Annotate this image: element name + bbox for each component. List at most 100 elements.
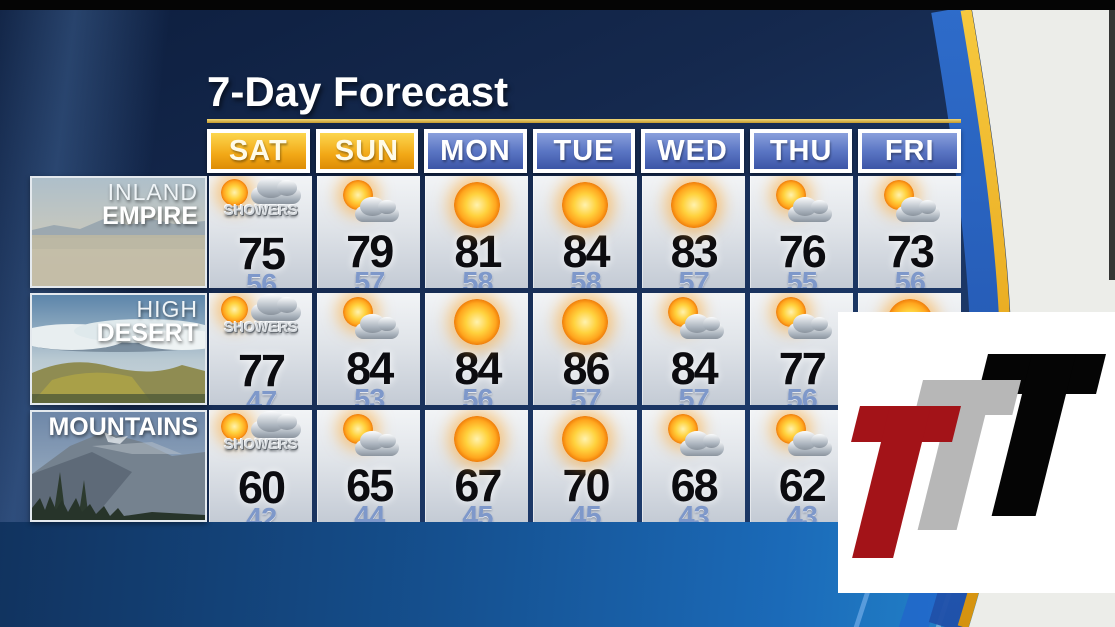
cloud-icon — [679, 430, 724, 456]
day-label: SAT — [228, 134, 288, 167]
sunny-icon — [442, 413, 512, 465]
forecast-cell-wed: 84 57 — [641, 293, 745, 405]
high-temp: 65 — [346, 460, 394, 511]
forecast-cell-sat: SHOWERS 60 42 — [209, 410, 313, 522]
day-header-thu: THU — [749, 129, 853, 173]
sun-icon — [221, 179, 249, 206]
partly-cloudy-icon — [658, 296, 730, 348]
cloud-icon — [355, 196, 400, 222]
region-label: HIGH DESERT — [97, 298, 198, 345]
partly-cloudy-icon — [333, 179, 405, 231]
cloud-icon — [251, 177, 302, 204]
low-temp: 43 — [786, 500, 818, 522]
day-header-sat: SAT — [207, 129, 310, 173]
partly-cloudy-icon — [333, 413, 405, 465]
showers-icon: SHOWERS — [213, 294, 309, 350]
showers-label: SHOWERS — [224, 436, 298, 453]
showers-icon: SHOWERS — [213, 411, 309, 467]
sun-icon — [454, 416, 501, 462]
forecast-cell-sun: 84 53 — [317, 293, 421, 405]
high-temp: 76 — [778, 226, 827, 277]
low-temp: 57 — [570, 383, 601, 405]
cloud-icon — [251, 294, 302, 321]
high-temp: 84 — [454, 343, 502, 394]
low-temp: 56 — [894, 266, 926, 288]
cloud-icon — [355, 430, 400, 456]
high-temp: 75 — [238, 228, 286, 279]
forecast-cell-tue: 86 57 — [533, 293, 637, 405]
sunny-icon — [442, 179, 512, 231]
cloud-icon — [787, 430, 832, 456]
day-header-row: SAT SUN MON TUE WED THU FRI — [207, 129, 961, 173]
forecast-cell-wed: 83 57 — [641, 176, 745, 288]
showers-label: SHOWERS — [224, 202, 298, 219]
inland-empire-photo — [32, 178, 205, 286]
sun-icon — [454, 182, 501, 228]
forecast-cell-thu: 77 56 — [749, 293, 853, 405]
low-temp: 55 — [786, 266, 818, 288]
forecast-cell-mon: 81 58 — [425, 176, 529, 288]
forecast-cell-tue: 70 45 — [533, 410, 637, 522]
partly-cloudy-icon — [766, 296, 838, 348]
day-header-tue: TUE — [532, 129, 636, 173]
low-temp: 56 — [786, 383, 818, 405]
forecast-row-inland-empire: SHOWERS 75 56 79 57 81 58 84 58 83 57 76 55 73 56 — [209, 176, 961, 288]
high-temp: 77 — [238, 345, 286, 396]
sunny-icon — [550, 179, 620, 231]
cloud-icon — [787, 196, 832, 222]
cloud-icon — [355, 313, 400, 339]
high-temp: 67 — [454, 460, 502, 511]
high-temp: 84 — [346, 343, 394, 394]
high-temp: 60 — [238, 462, 286, 513]
region-panel-high-desert: HIGH DESERT — [30, 293, 207, 405]
partly-cloudy-icon — [658, 413, 730, 465]
day-header-mon: MON — [424, 129, 527, 173]
forecast-cell-thu: 76 55 — [749, 176, 853, 288]
showers-icon: SHOWERS — [213, 177, 309, 233]
low-temp: 42 — [245, 502, 277, 522]
forecast-cell-fri: 73 56 — [857, 176, 961, 288]
high-temp: 83 — [670, 226, 719, 277]
sunny-icon — [550, 296, 620, 348]
high-temp: 86 — [562, 343, 610, 394]
day-header-sun: SUN — [315, 129, 419, 173]
low-temp: 44 — [354, 500, 385, 522]
partly-cloudy-icon — [874, 179, 946, 231]
sun-icon — [562, 416, 609, 462]
page-title: 7-Day Forecast — [207, 68, 509, 115]
region-panel-mountains: MOUNTAINS — [30, 410, 207, 522]
top-black-bar — [0, 0, 1115, 10]
high-temp: 84 — [562, 226, 610, 277]
high-temp: 84 — [670, 343, 719, 394]
region-name-line2: EMPIRE — [102, 201, 198, 230]
low-temp: 53 — [354, 383, 385, 405]
high-temp: 68 — [670, 460, 719, 511]
cloud-icon — [787, 313, 832, 339]
high-temp: 62 — [778, 460, 827, 511]
day-label: TUE — [553, 134, 615, 167]
sunny-icon — [659, 179, 729, 231]
forecast-cell-sat: SHOWERS 77 47 — [209, 293, 313, 405]
sun-icon — [562, 182, 609, 228]
mountains-photo — [32, 412, 205, 520]
forecast-cell-thu: 62 43 — [749, 410, 853, 522]
low-temp: 47 — [245, 385, 277, 405]
region-name-line2: DESERT — [96, 318, 198, 347]
forecast-cell-mon: 84 56 — [425, 293, 529, 405]
high-desert-photo — [32, 295, 205, 403]
low-temp: 43 — [678, 500, 710, 522]
gold-divider-line — [207, 119, 961, 123]
sunny-icon — [550, 413, 620, 465]
forecast-cell-sun: 79 57 — [317, 176, 421, 288]
low-temp: 45 — [570, 500, 601, 522]
low-temp: 57 — [678, 383, 710, 405]
sun-icon — [221, 413, 249, 440]
region-label: INLAND EMPIRE — [102, 181, 198, 228]
forecast-cell-sat: SHOWERS 75 56 — [209, 176, 313, 288]
low-temp: 58 — [462, 266, 493, 288]
sunny-icon — [442, 296, 512, 348]
sun-icon — [562, 299, 609, 345]
region-name-line1: INLAND — [107, 179, 198, 205]
low-temp: 57 — [678, 266, 710, 288]
